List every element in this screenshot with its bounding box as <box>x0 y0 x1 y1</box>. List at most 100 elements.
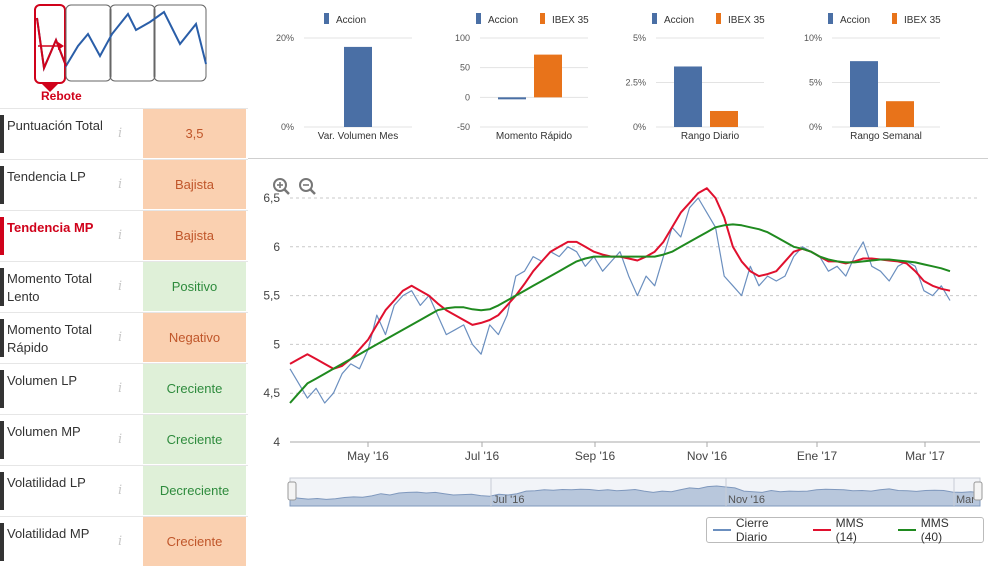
zoom-in-icon[interactable] <box>271 176 291 196</box>
indicator-row-tendencia-mp[interactable]: Tendencia MP i Bajista <box>0 210 248 261</box>
mini-chart-rango-diario: Accion IBEX 35 5% 2.5% 0% Rango Diario <box>625 13 765 142</box>
legend-label: Cierre Diario <box>735 516 769 544</box>
info-icon[interactable]: i <box>118 330 123 345</box>
category-label: Rango Diario <box>681 131 740 142</box>
navigator-tick-label: Nov '16 <box>728 494 765 506</box>
arrow-head-icon <box>58 42 64 50</box>
indicator-row-momento-total-rapido[interactable]: Momento Total Rápido i Negativo <box>0 312 248 363</box>
y-tick-label: 0% <box>281 122 294 132</box>
navigator-tick-label: Jul '16 <box>493 494 524 506</box>
pattern-box <box>65 4 112 82</box>
navigator-tick-label: Mar <box>956 494 975 506</box>
zoom-out-icon[interactable] <box>297 176 317 196</box>
indicator-label: Momento Total Rápido <box>7 322 93 355</box>
y-tick-label: 4,5 <box>263 386 280 400</box>
legend-swatch <box>652 13 657 24</box>
navigator-handle[interactable] <box>287 481 297 501</box>
y-tick-label: 6 <box>273 240 280 254</box>
indicator-marker <box>0 217 4 255</box>
indicator-label: Tendencia MP <box>7 220 94 235</box>
x-tick-label: Jul '16 <box>465 449 500 463</box>
info-icon[interactable]: i <box>118 279 123 294</box>
info-icon[interactable]: i <box>118 228 123 243</box>
x-tick-label: Ene '17 <box>797 449 838 463</box>
indicator-marker <box>0 472 4 510</box>
legend-swatch <box>716 13 721 24</box>
legend-item-cierre-diario[interactable]: Cierre Diario <box>713 516 803 544</box>
legend-item-mms-14[interactable]: MMS (14) <box>812 516 888 544</box>
info-icon[interactable]: i <box>118 483 123 498</box>
mini-chart-momento: Accion IBEX 35 100 50 0 -50 Momento Rápido <box>455 13 589 142</box>
indicator-marker <box>0 421 4 459</box>
y-tick-label: 2.5% <box>625 78 646 88</box>
indicator-value: Bajista <box>143 211 246 260</box>
section-divider <box>248 158 988 159</box>
legend-item-mms-40[interactable]: MMS (40) <box>897 516 973 544</box>
bar-ibex-35[interactable] <box>886 101 914 127</box>
legend-label: MMS (14) <box>835 516 864 544</box>
category-label: Momento Rápido <box>496 131 573 142</box>
indicator-row-puntuacion-total[interactable]: Puntuación Total i 3,5 <box>0 108 248 159</box>
pattern-line-highlight <box>36 17 67 72</box>
x-tick-label: Nov '16 <box>687 449 728 463</box>
mini-chart-volumen: Accion 20% 0% Var. Volumen Mes <box>276 13 412 142</box>
indicator-value: Creciente <box>143 415 246 464</box>
mini-chart-rango-semanal: Accion IBEX 35 10% 5% 0% Rango Semanal <box>804 13 941 142</box>
pointer-icon <box>42 84 58 92</box>
y-tick-label: 0 <box>465 92 470 102</box>
y-tick-label: 10% <box>804 33 822 43</box>
indicator-row-volumen-lp[interactable]: Volumen LP i Creciente <box>0 363 248 414</box>
legend-swatch <box>897 529 916 531</box>
info-icon[interactable]: i <box>118 534 123 549</box>
series-mms-40[interactable] <box>289 223 951 404</box>
price-chart[interactable]: 6,5 6 5,5 5 4,5 4 May '16 Jul '16 Sep '16 Nov '16… <box>250 160 990 512</box>
bar-ibex-35[interactable] <box>710 110 738 127</box>
bar-accion[interactable] <box>674 66 702 127</box>
pattern-box <box>109 4 156 82</box>
legend-label: Accion <box>664 15 694 26</box>
indicator-label: Volatilidad MP <box>7 526 90 541</box>
info-icon[interactable]: i <box>118 432 123 447</box>
indicator-value: Negativo <box>143 313 246 362</box>
indicator-marker <box>0 268 4 306</box>
series-mms-14[interactable] <box>289 187 951 370</box>
bar-ibex-35[interactable] <box>534 54 562 98</box>
pattern-thumbnail <box>34 4 207 92</box>
pattern-label: Rebote <box>41 89 82 103</box>
y-tick-label: 5,5 <box>263 289 280 303</box>
indicator-value: Positivo <box>143 262 246 311</box>
indicator-row-tendencia-lp[interactable]: Tendencia LP i Bajista <box>0 159 248 210</box>
indicator-marker <box>0 319 4 357</box>
indicator-value: Creciente <box>143 517 246 566</box>
pattern-line <box>36 10 207 72</box>
y-tick-label: 50 <box>460 63 470 73</box>
info-icon[interactable]: i <box>118 177 123 192</box>
indicator-label: Volatilidad LP <box>7 475 86 490</box>
legend-swatch <box>324 13 329 24</box>
indicator-row-volumen-mp[interactable]: Volumen MP i Creciente <box>0 414 248 465</box>
bar-accion[interactable] <box>344 46 372 127</box>
indicator-value: Creciente <box>143 364 246 413</box>
indicator-label: Puntuación Total <box>7 118 103 133</box>
indicator-row-volatilidad-lp[interactable]: Volatilidad LP i Decreciente <box>0 465 248 516</box>
info-icon[interactable]: i <box>118 126 123 141</box>
y-tick-label: 4 <box>273 435 280 449</box>
y-tick-label: 6,5 <box>263 191 280 205</box>
legend-label: Accion <box>488 15 518 26</box>
indicator-row-volatilidad-mp[interactable]: Volatilidad MP i Creciente <box>0 516 248 567</box>
legend-label: IBEX 35 <box>904 15 941 26</box>
indicator-marker <box>0 370 4 408</box>
info-icon[interactable]: i <box>118 381 123 396</box>
category-label: Var. Volumen Mes <box>318 131 398 142</box>
bar-accion[interactable] <box>850 61 878 127</box>
y-tick-label: -50 <box>457 122 470 132</box>
series-cierre-diario[interactable] <box>289 197 951 404</box>
y-tick-label: 5% <box>809 78 822 88</box>
indicator-value: 3,5 <box>143 109 246 158</box>
legend-label: MMS (40) <box>920 516 949 544</box>
indicator-marker <box>0 166 4 204</box>
navigator-handle[interactable] <box>973 481 983 501</box>
bar-accion[interactable] <box>498 97 526 100</box>
y-tick-label: 0% <box>809 122 822 132</box>
indicator-row-momento-total-lento[interactable]: Momento Total Lento i Positivo <box>0 261 248 312</box>
